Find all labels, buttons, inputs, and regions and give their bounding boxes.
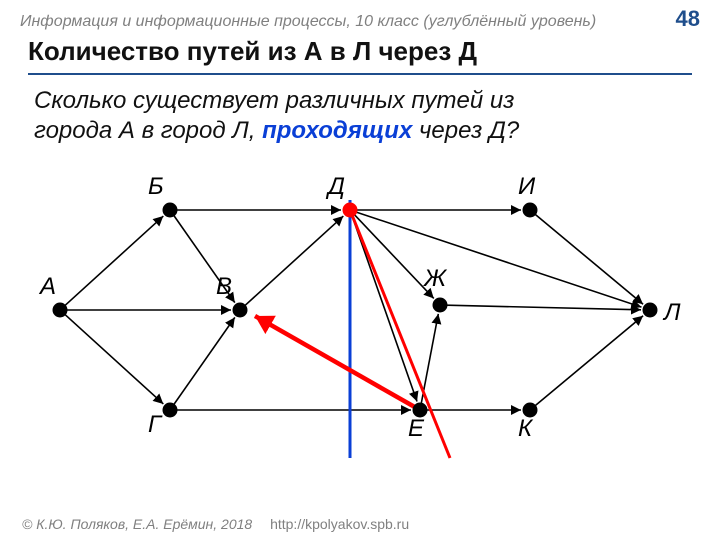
question-highlight: проходящих bbox=[262, 117, 412, 144]
edge-Zh-L bbox=[447, 305, 641, 310]
question-line2a: города А в город Л, bbox=[34, 117, 262, 144]
node-I bbox=[523, 203, 537, 217]
node-V bbox=[233, 303, 247, 317]
top-bar: Информация и информационные процессы, 10… bbox=[20, 6, 700, 32]
edge-V-D bbox=[245, 216, 343, 305]
node-label-K: К bbox=[518, 415, 534, 442]
slide: Информация и информационные процессы, 10… bbox=[0, 0, 720, 540]
edge-D-L bbox=[357, 212, 642, 307]
node-label-Zh: Ж bbox=[423, 265, 448, 292]
page-number: 48 bbox=[676, 6, 700, 32]
edge-A-B bbox=[65, 216, 163, 305]
footer-copyright: © К.Ю. Поляков, Е.А. Ерёмин, 2018 bbox=[22, 516, 252, 532]
topic-text: Информация и информационные процессы, 10… bbox=[20, 13, 596, 31]
edge-A-G bbox=[65, 315, 163, 404]
edge-D-E bbox=[352, 217, 417, 402]
edge-G-V bbox=[174, 317, 235, 404]
red-back-arrow bbox=[255, 316, 420, 410]
node-label-L: Л bbox=[662, 299, 681, 326]
node-label-A: А bbox=[38, 273, 56, 300]
graph-diagram: А Б В Г Д Е Ж И К Л bbox=[20, 160, 700, 480]
node-label-D: Д bbox=[325, 173, 345, 200]
node-label-V: В bbox=[216, 273, 232, 300]
edge-K-L bbox=[535, 316, 643, 406]
footer-url: http://kpolyakov.spb.ru bbox=[270, 516, 409, 532]
node-label-E: Е bbox=[408, 415, 425, 442]
question-text: Сколько существует различных путей из го… bbox=[34, 86, 686, 146]
question-line1: Сколько существует различных путей из bbox=[34, 87, 514, 114]
node-A bbox=[53, 303, 67, 317]
node-label-G: Г bbox=[148, 411, 163, 438]
node-B bbox=[163, 203, 177, 217]
node-D bbox=[343, 203, 357, 217]
node-L bbox=[643, 303, 657, 317]
edges-layer bbox=[65, 210, 643, 410]
slide-title: Количество путей из А в Л через Д bbox=[28, 36, 692, 75]
footer: © К.Ю. Поляков, Е.А. Ерёмин, 2018 http:/… bbox=[22, 516, 409, 532]
question-line2b: через Д? bbox=[412, 117, 519, 144]
node-label-I: И bbox=[518, 173, 536, 200]
node-G bbox=[163, 403, 177, 417]
node-Zh bbox=[433, 298, 447, 312]
node-label-B: Б bbox=[148, 173, 164, 200]
edge-I-L bbox=[535, 214, 643, 304]
